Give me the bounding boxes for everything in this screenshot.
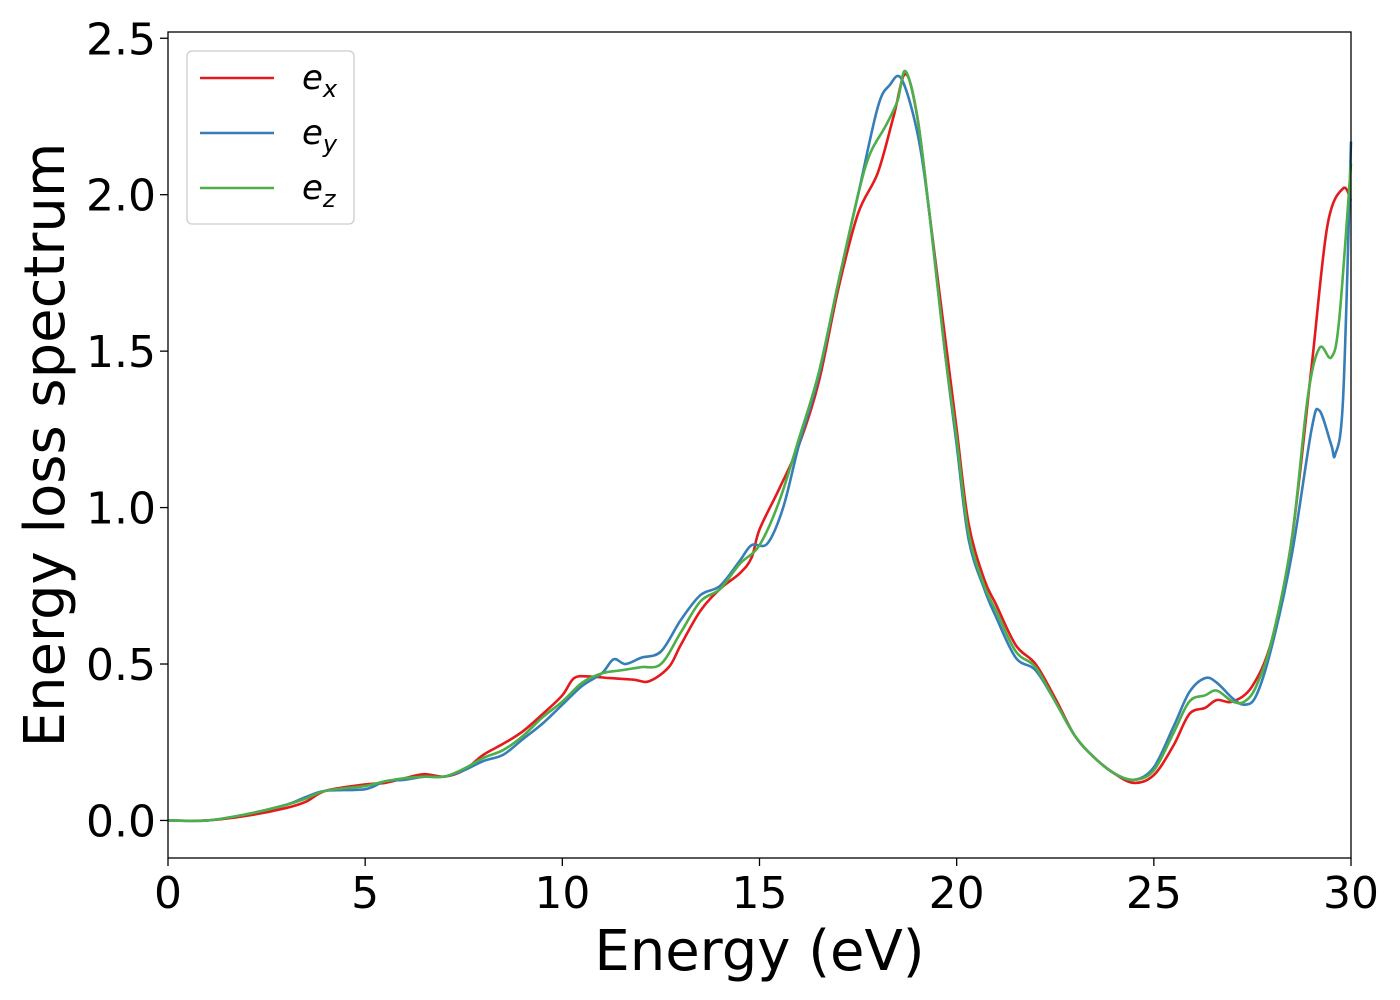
x-tick-label: 25: [1126, 868, 1182, 919]
y-tick-label: 2.5: [86, 14, 156, 65]
x-tick-label: 20: [929, 868, 985, 919]
y-tick-label: 1.5: [86, 327, 156, 378]
x-axis-label: Energy (eV): [594, 919, 924, 984]
x-tick-label: 0: [154, 868, 182, 919]
x-tick-label: 15: [732, 868, 788, 919]
x-tick-label: 30: [1323, 868, 1379, 919]
y-axis-label: Energy loss spectrum: [13, 143, 78, 748]
series-line-ey: [167, 74, 1353, 823]
legend-box: [186, 50, 355, 225]
y-tick-label: 2.0: [86, 171, 156, 222]
y-tick-label: 1.0: [86, 484, 156, 535]
y-tick-label: 0.0: [86, 796, 156, 847]
x-tick-label: 5: [351, 868, 379, 919]
y-tick-label: 0.5: [86, 640, 156, 691]
x-tick-label: 10: [534, 868, 590, 919]
series-line-ez: [167, 69, 1353, 823]
